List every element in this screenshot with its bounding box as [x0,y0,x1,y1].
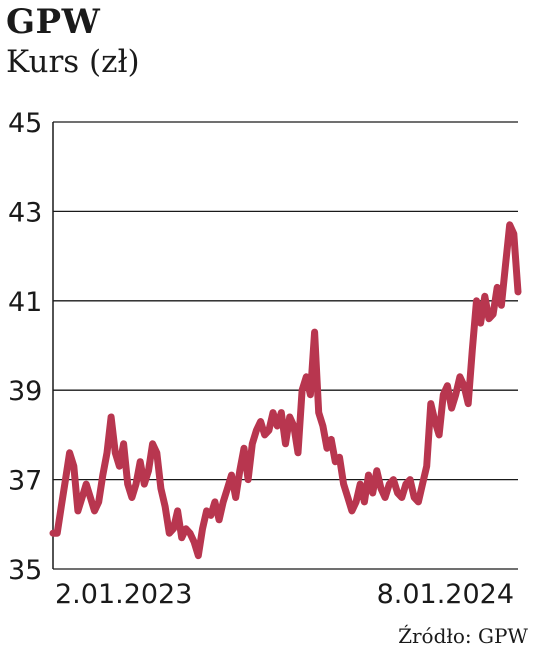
y-tick-label: 45 [8,108,42,139]
x-tick-label: 8.01.2024 [377,579,514,610]
y-tick-label: 39 [8,376,42,407]
y-tick-label: 37 [8,466,42,497]
series-layer [49,221,522,560]
x-tick-label: 2.01.2023 [55,579,192,610]
x-tick-labels: 2.01.2023 8.01.2024 [55,579,514,610]
y-tick-label: 41 [8,287,42,318]
chart-subtitle: Kurs (zł) [6,44,140,80]
source-note: Źródło: GPW [398,624,528,648]
y-tick-labels: 35 37 39 41 43 45 [8,108,42,586]
chart-title: GPW [6,2,101,42]
y-tick-label: 35 [8,555,42,586]
y-tick-label: 43 [8,197,42,228]
series-line-0 [49,221,522,560]
grid-lines [53,121,518,570]
